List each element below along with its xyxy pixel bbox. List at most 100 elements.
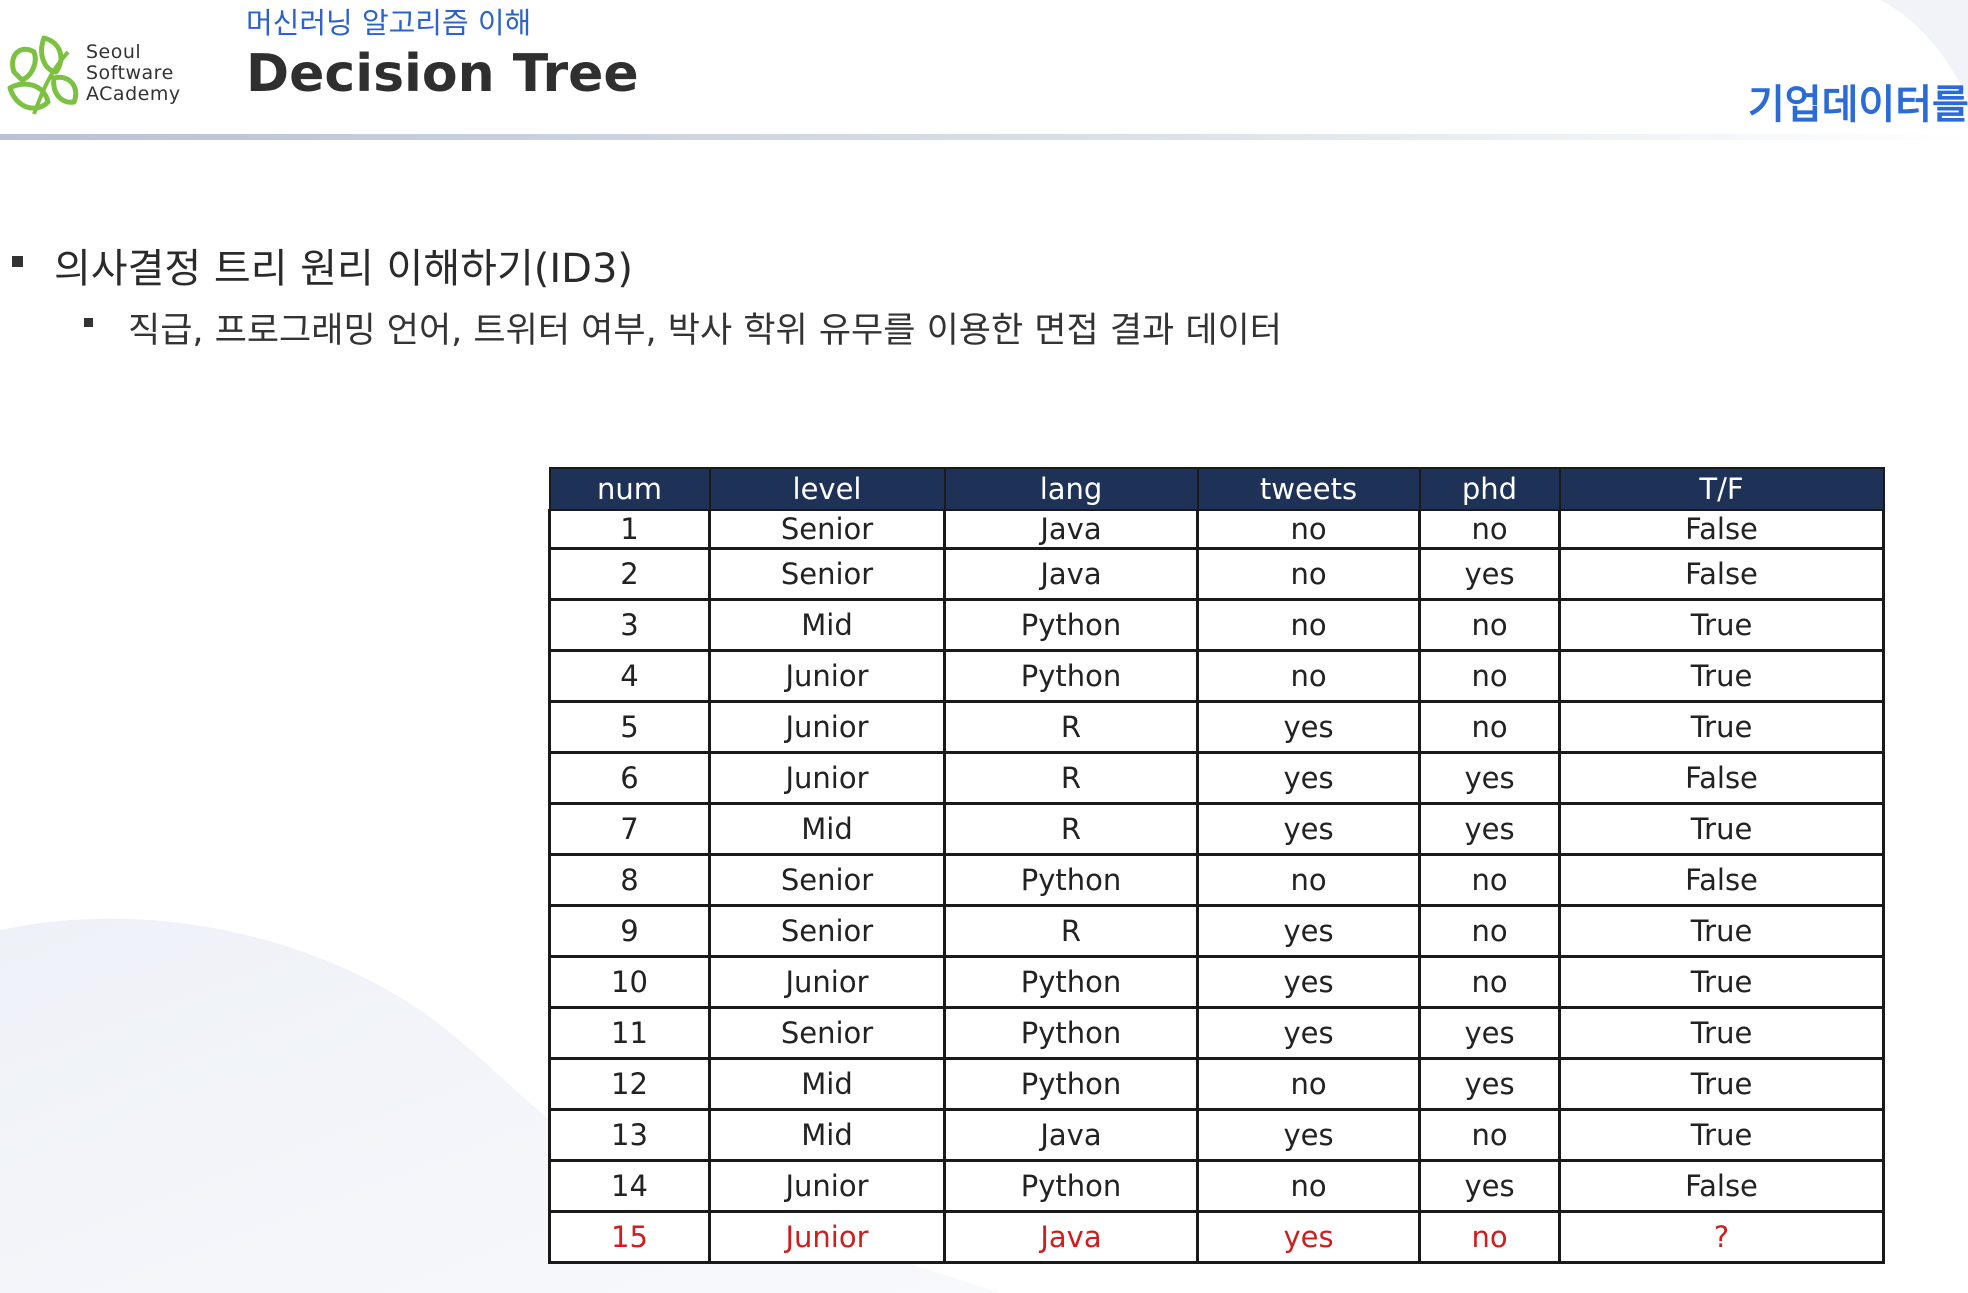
table-cell: Java [943, 1109, 1199, 1162]
table-cell: True [1558, 701, 1885, 754]
table-cell: yes [1418, 1160, 1561, 1213]
logo-line-2: Software [86, 62, 174, 84]
table-cell: 8 [548, 854, 711, 907]
table-cell: Java [943, 510, 1199, 550]
table-cell: 3 [548, 599, 711, 652]
table-cell: R [943, 905, 1199, 958]
table-cell: no [1418, 854, 1561, 907]
table-cell: True [1558, 803, 1885, 856]
table-row: 4 Junior Python no no True [548, 650, 1885, 703]
table-cell: 2 [548, 548, 711, 601]
table-cell: no [1418, 956, 1561, 1009]
table-cell: True [1558, 956, 1885, 1009]
table-cell: R [943, 752, 1199, 805]
table-cell: no [1196, 1058, 1421, 1111]
table-cell: 6 [548, 752, 711, 805]
table-cell: Python [943, 650, 1199, 703]
table-cell: Junior [708, 956, 946, 1009]
table-cell: 9 [548, 905, 711, 958]
interview-data-table: num level lang tweets phd T/F 1 Senior J… [548, 467, 1885, 1264]
table-cell: yes [1418, 548, 1561, 601]
table-row: 2 Senior Java no yes False [548, 548, 1885, 601]
course-title: 머신러닝 알고리즘 이해 [246, 6, 532, 40]
table-cell: Mid [708, 803, 946, 856]
table-cell: False [1558, 1160, 1885, 1213]
table-cell: True [1558, 1007, 1885, 1060]
table-cell: 1 [548, 510, 711, 550]
table-cell: R [943, 803, 1199, 856]
slide-header: Seoul Software ACademy 머신러닝 알고리즘 이해 Deci… [0, 0, 1968, 140]
table-cell: 4 [548, 650, 711, 703]
table-cell: Python [943, 1058, 1199, 1111]
table-cell: 12 [548, 1058, 711, 1111]
table-row: 5 Junior R yes no True [548, 701, 1885, 754]
table-row: 9 Senior R yes no True [548, 905, 1885, 958]
table-cell: yes [1418, 1058, 1561, 1111]
table-row: 13 Mid Java yes no True [548, 1109, 1885, 1162]
table-cell: yes [1196, 1211, 1421, 1264]
table-cell: False [1558, 548, 1885, 601]
table-cell: Python [943, 1160, 1199, 1213]
page-title: Decision Tree [246, 44, 639, 104]
table-cell: ? [1558, 1211, 1885, 1264]
table-row: 3 Mid Python no no True [548, 599, 1885, 652]
table-cell: Senior [708, 510, 946, 550]
table-cell: Java [943, 1211, 1199, 1264]
table-cell: False [1558, 510, 1885, 550]
table-cell: Python [943, 956, 1199, 1009]
table-row: 8 Senior Python no no False [548, 854, 1885, 907]
table-cell: no [1196, 599, 1421, 652]
table-cell: Mid [708, 1058, 946, 1111]
table-cell: Junior [708, 650, 946, 703]
table-cell: R [943, 701, 1199, 754]
table-cell: 10 [548, 956, 711, 1009]
column-header-lang: lang [943, 467, 1199, 511]
table-row: 7 Mid R yes yes True [548, 803, 1885, 856]
column-header-num: num [548, 467, 711, 511]
table-cell: yes [1196, 1007, 1421, 1060]
column-header-phd: phd [1418, 467, 1561, 511]
table-cell: no [1418, 510, 1561, 550]
table-cell: True [1558, 1109, 1885, 1162]
table-cell: Python [943, 1007, 1199, 1060]
table-cell: Junior [708, 701, 946, 754]
table-cell: 13 [548, 1109, 711, 1162]
table-cell: yes [1196, 956, 1421, 1009]
table-cell: 5 [548, 701, 711, 754]
table-row: 14 Junior Python no yes False [548, 1160, 1885, 1213]
table-cell: no [1196, 548, 1421, 601]
table-cell: yes [1196, 1109, 1421, 1162]
table-row-query: 15 Junior Java yes no ? [548, 1211, 1885, 1264]
table-cell: Senior [708, 548, 946, 601]
table-cell: Junior [708, 1160, 946, 1213]
table-cell: no [1196, 1160, 1421, 1213]
table-cell: no [1196, 650, 1421, 703]
table-cell: yes [1418, 752, 1561, 805]
table-cell: Senior [708, 905, 946, 958]
table-cell: True [1558, 905, 1885, 958]
table-header-row: num level lang tweets phd T/F [548, 467, 1885, 511]
table-cell: Java [943, 548, 1199, 601]
table-cell: True [1558, 650, 1885, 703]
header-divider [0, 134, 1968, 140]
table-cell: 15 [548, 1211, 711, 1264]
main-bullet-text: 의사결정 트리 원리 이해하기(ID3) [54, 246, 634, 292]
table-cell: False [1558, 854, 1885, 907]
corner-banner-text: 기업데이터를 [1748, 82, 1968, 124]
table-row: 12 Mid Python no yes True [548, 1058, 1885, 1111]
table-cell: True [1558, 599, 1885, 652]
table-cell: True [1558, 1058, 1885, 1111]
column-header-tweets: tweets [1196, 467, 1421, 511]
table-cell: Senior [708, 1007, 946, 1060]
logo-line-3: ACademy [86, 83, 181, 105]
table-cell: yes [1418, 803, 1561, 856]
bullet-square-icon [12, 256, 23, 267]
table-cell: no [1418, 905, 1561, 958]
table-cell: yes [1196, 752, 1421, 805]
table-cell: Mid [708, 599, 946, 652]
table-cell: 14 [548, 1160, 711, 1213]
table-cell: 11 [548, 1007, 711, 1060]
table-cell: no [1418, 1109, 1561, 1162]
logo-wordmark: Seoul Software ACademy [86, 42, 181, 105]
